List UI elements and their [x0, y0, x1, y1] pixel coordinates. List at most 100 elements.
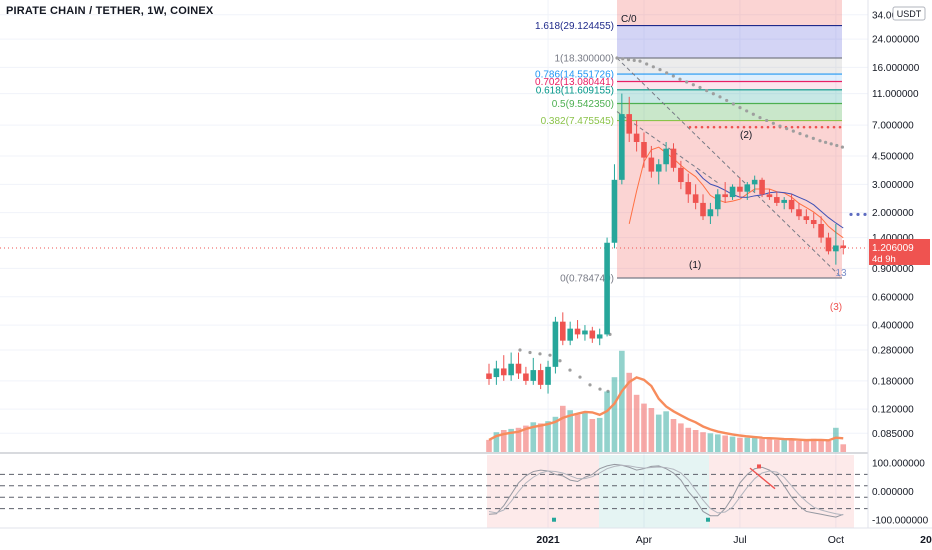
- candle-body: [545, 366, 551, 385]
- osc-tick-label: -100.000000: [872, 516, 929, 527]
- trend-line: [616, 57, 843, 279]
- volume-bar: [766, 438, 773, 452]
- chart-title: PIRATE CHAIN / TETHER, 1W, COINEX: [6, 5, 214, 17]
- volume-bar: [582, 412, 588, 452]
- position-boxes: [518, 56, 867, 393]
- sar-dot: [805, 134, 809, 138]
- sar-dot: [731, 102, 735, 106]
- candle-body: [825, 237, 832, 252]
- sar-dot: [626, 57, 631, 62]
- sar-dot: [691, 83, 695, 87]
- fib-level-label: 0(0.784749): [560, 274, 614, 285]
- sar-dot: [528, 350, 532, 355]
- sar-dot: [771, 121, 775, 125]
- osc-signal-marker: [552, 517, 556, 522]
- oscillator-pane: [0, 452, 932, 528]
- price-badge-countdown: 4d 9h: [872, 254, 896, 265]
- volume-ma-line: [488, 376, 844, 442]
- wave-label: (1): [689, 260, 701, 271]
- time-tick-label: Apr: [636, 534, 653, 546]
- sar-dot: [791, 129, 795, 133]
- candle-body: [722, 194, 728, 198]
- candle-body: [611, 179, 618, 243]
- volume-bar: [810, 438, 817, 452]
- sar-dot: [778, 124, 782, 128]
- volume-bar: [788, 438, 795, 452]
- candlesticks[interactable]: [486, 93, 847, 394]
- level-dot: [754, 125, 758, 129]
- volume-bar: [722, 435, 728, 452]
- fib-level-label: 0.618(11.609155): [536, 85, 614, 96]
- volume-bar: [670, 419, 677, 452]
- fib-zone: [617, 120, 842, 279]
- wave-label: C/0: [621, 14, 637, 25]
- price-tick-label: 16.000000: [872, 63, 920, 74]
- candle-body: [604, 242, 610, 335]
- sar-dot: [538, 352, 542, 356]
- price-tick-label: 0.600000: [872, 292, 914, 303]
- sar-dot: [678, 77, 682, 81]
- time-tick-label: 2022: [920, 534, 932, 546]
- level-dot: [790, 125, 794, 129]
- volume-bar: [685, 427, 692, 452]
- candle-body: [774, 197, 780, 203]
- volume-bar: [574, 414, 581, 452]
- sar-dot: [725, 98, 729, 103]
- candle-body: [537, 370, 544, 385]
- level-dot: [820, 125, 824, 129]
- candle-body: [833, 245, 839, 252]
- level-dot: [694, 125, 698, 129]
- price-tick-label: 0.400000: [872, 321, 914, 332]
- candle-body: [515, 363, 522, 374]
- volume-bar: [552, 416, 559, 452]
- fib-level-label: 0.382(7.475545): [541, 116, 614, 127]
- currency-badge-label: USDT: [897, 9, 922, 19]
- sar-dot: [718, 95, 722, 99]
- level-dot: [706, 125, 710, 129]
- time-tick-label: Oct: [828, 534, 844, 546]
- level-dot: [838, 125, 842, 129]
- volume-bar: [692, 430, 699, 452]
- level-dot: [832, 125, 836, 129]
- osc-tick-label: 100.000000: [872, 459, 925, 470]
- sar-dot: [705, 89, 709, 93]
- wave-label: 13: [835, 268, 847, 279]
- volume-bar: [633, 394, 640, 452]
- sar-dot: [745, 109, 749, 113]
- level-dot: [772, 125, 776, 129]
- candle-body: [796, 209, 802, 217]
- sar-dot: [518, 348, 522, 352]
- volume-bar: [751, 437, 758, 452]
- volume-bar: [493, 432, 500, 452]
- candle-body: [626, 114, 633, 134]
- ma-dot: [856, 212, 860, 217]
- volume-bar: [840, 444, 847, 452]
- osc-signal-marker: [706, 517, 710, 522]
- sar-dot: [798, 132, 802, 136]
- osc-signal-marker: [757, 464, 761, 469]
- volume-bar: [596, 417, 603, 452]
- fib-level-label: 1(18.300000): [555, 54, 615, 65]
- candle-body: [619, 114, 625, 180]
- volume-bar: [500, 430, 507, 452]
- candle-body: [493, 368, 500, 378]
- price-tick-label: 0.280000: [872, 345, 914, 356]
- time-tick-label: 2021: [536, 534, 560, 546]
- candle-body: [648, 157, 655, 172]
- osc-background: [487, 455, 599, 528]
- sar-dot: [558, 359, 562, 363]
- volume-bar: [707, 433, 714, 452]
- volume-bar: [560, 405, 566, 452]
- sar-dot: [651, 65, 655, 69]
- candle-body: [781, 199, 787, 203]
- volume-bar: [545, 421, 551, 452]
- level-dot: [766, 125, 770, 129]
- level-dot: [802, 125, 806, 129]
- volume-bar: [663, 411, 669, 452]
- candle-body: [633, 133, 640, 142]
- fib-zone: [617, 103, 842, 121]
- sar-dot: [751, 112, 755, 116]
- fib-zone: [617, 0, 842, 26]
- price-tick-label: 4.500000: [872, 152, 914, 163]
